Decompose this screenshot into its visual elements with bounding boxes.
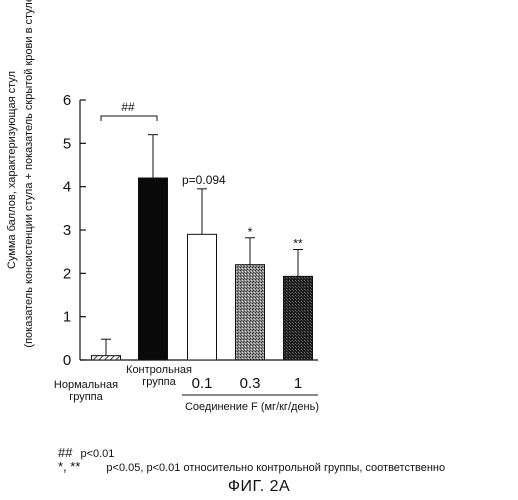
- y-tick-label: 0: [63, 352, 71, 369]
- y-ticks: 0 1 2 3 4 5 6: [63, 92, 86, 369]
- x-tick-label-3: 0.1: [192, 375, 213, 392]
- y-axis-title-line2: (показатель консистенции стула + показат…: [23, 0, 35, 348]
- bar-2: [139, 178, 168, 360]
- bar-3: [188, 234, 217, 360]
- x-tick-label-4: 0.3: [240, 375, 261, 392]
- bar-annotation-5: **: [293, 237, 303, 251]
- bar-4: [236, 265, 265, 360]
- footnote-1-text: p<0.01: [80, 448, 114, 460]
- significance-bracket: [101, 116, 157, 121]
- y-axis-title-line1: Сумма баллов, характеризующая стул: [6, 71, 18, 269]
- y-tick-label: 4: [63, 179, 71, 196]
- figure-caption: ФИГ. 2А: [0, 478, 518, 496]
- bar-annotation-4: *: [248, 225, 253, 239]
- y-tick-label: 5: [63, 135, 71, 152]
- y-tick-label: 1: [63, 309, 71, 326]
- y-tick-label: 6: [63, 92, 71, 109]
- bar-5: [284, 276, 313, 360]
- footnote-2-symbol: *, **: [58, 459, 80, 474]
- bar-annotation-3: p=0.094: [182, 173, 226, 187]
- significance-bracket-label: ##: [121, 100, 135, 114]
- x-tick-label-1-line2: группа: [69, 391, 103, 403]
- x-tick-labels: НормальнаягруппаКонтрольнаягруппа0.10.31: [54, 364, 302, 403]
- footnote-2-text: p<0.05, p<0.01 относительно контрольной …: [106, 462, 445, 474]
- footnote-1-symbol: ##: [58, 445, 72, 460]
- x-tick-label-1-line1: Нормальная: [54, 379, 118, 391]
- y-tick-label: 2: [63, 265, 71, 282]
- x-tick-label-2-line1: Контрольная: [126, 364, 192, 376]
- x-tick-label-2-line2: группа: [142, 376, 176, 388]
- y-tick-label: 3: [63, 222, 71, 239]
- chart: Сумма баллов, характеризующая стул (пока…: [0, 0, 518, 440]
- compound-group-label: Соединение F (мг/кг/день): [185, 401, 319, 413]
- bar-1: [92, 356, 121, 360]
- x-tick-label-5: 1: [294, 375, 302, 392]
- footnote-2: *, ** p<0.05, p<0.01 относительно контрол…: [58, 460, 445, 475]
